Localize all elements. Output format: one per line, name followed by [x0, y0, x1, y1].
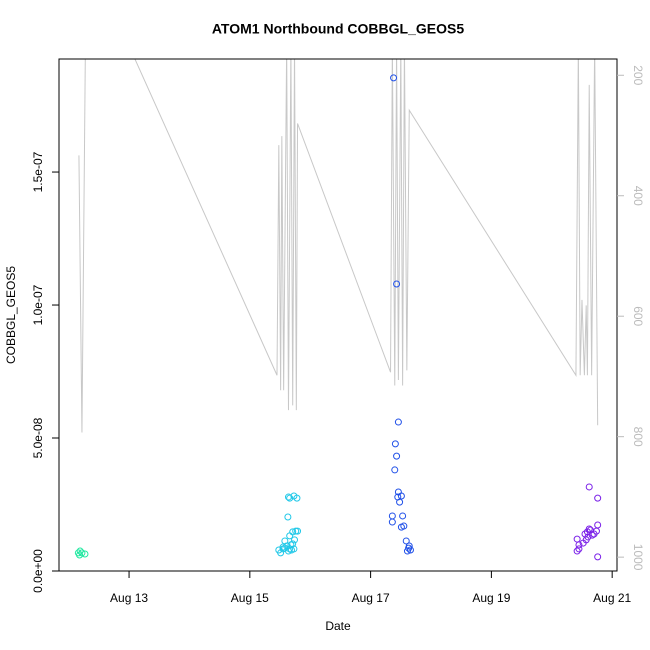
- plot-frame: [58, 58, 618, 572]
- point: [397, 523, 405, 531]
- point: [393, 452, 401, 460]
- y-axis-label: COBBGL_GEOS5: [4, 266, 18, 364]
- point: [289, 528, 297, 536]
- x-tick-label: Aug 19: [472, 591, 510, 605]
- point: [284, 513, 292, 521]
- point: [575, 541, 583, 549]
- point: [397, 492, 405, 500]
- point: [405, 542, 413, 550]
- point: [281, 544, 289, 552]
- point: [388, 518, 396, 526]
- point: [594, 494, 602, 502]
- y-tick-label: 1.0e-07: [31, 284, 45, 325]
- point: [290, 545, 298, 553]
- point: [393, 280, 401, 288]
- point: [594, 553, 602, 561]
- pressure-line: [78, 59, 599, 433]
- point: [584, 533, 592, 541]
- point: [391, 440, 399, 448]
- y-tick-label: 1.5e-07: [31, 151, 45, 192]
- point: [399, 512, 407, 520]
- y2-tick-label: 200: [631, 65, 645, 85]
- point: [390, 74, 398, 82]
- y2-tick-label: 600: [631, 306, 645, 326]
- point: [585, 525, 593, 533]
- point: [573, 547, 581, 555]
- point: [406, 546, 414, 554]
- x-tick-label: Aug 15: [231, 591, 269, 605]
- y2-tick-label: 400: [631, 186, 645, 206]
- x-tick-label: Aug 13: [110, 591, 148, 605]
- point: [575, 545, 583, 553]
- y2-tick-label: 800: [631, 427, 645, 447]
- point: [293, 494, 301, 502]
- y-tick-label: 0.0e+00: [31, 549, 45, 593]
- point: [291, 536, 299, 544]
- x-tick-label: Aug 17: [352, 591, 390, 605]
- point: [586, 526, 594, 534]
- point: [289, 540, 297, 548]
- point: [394, 418, 402, 426]
- point: [396, 498, 404, 506]
- x-tick-label: Aug 21: [593, 591, 631, 605]
- point: [585, 483, 593, 491]
- chart-title: ATOM1 Northbound COBBGL_GEOS5: [212, 21, 464, 37]
- point: [294, 527, 302, 535]
- point: [292, 527, 300, 535]
- point: [391, 466, 399, 474]
- plot-area: [74, 59, 602, 561]
- y-tick-label: 5.0e-08: [31, 417, 45, 458]
- x-axis-label: Date: [325, 619, 351, 633]
- point: [76, 551, 84, 559]
- point: [286, 494, 294, 502]
- y2-tick-label: 1000: [631, 544, 645, 571]
- point: [402, 537, 410, 545]
